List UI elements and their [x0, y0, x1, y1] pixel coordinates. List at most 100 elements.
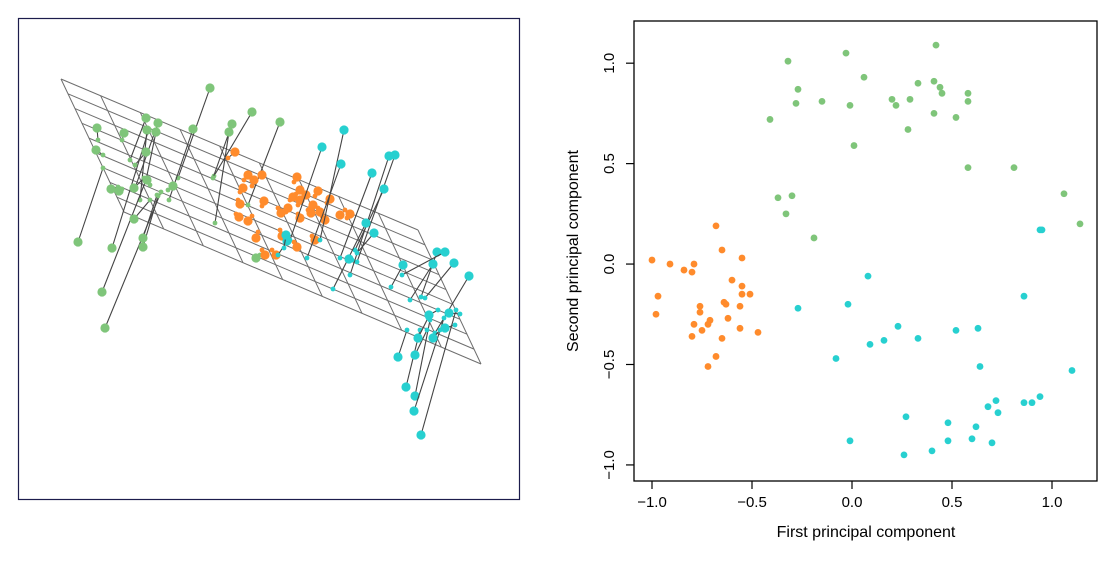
- data-point: [846, 437, 854, 445]
- observation-point-cyan: [440, 323, 450, 333]
- observation-point-orange: [345, 209, 355, 219]
- data-point: [696, 308, 704, 316]
- observation-point-orange: [283, 203, 293, 213]
- data-point: [964, 164, 972, 172]
- plane-projection-point: [407, 297, 413, 303]
- data-point: [846, 101, 854, 109]
- plane-projection-point: [337, 255, 343, 261]
- observation-point-cyan: [401, 382, 411, 392]
- plane-grid-line: [60, 78, 419, 231]
- observation-point-green: [275, 117, 285, 127]
- plane-projection-point: [132, 162, 138, 168]
- observation-point-cyan: [409, 406, 419, 416]
- data-point: [894, 322, 902, 330]
- data-point: [1010, 164, 1018, 172]
- data-point: [892, 101, 900, 109]
- observation-point-orange: [238, 183, 248, 193]
- observation-point-green: [129, 214, 139, 224]
- plane-projection-point: [245, 202, 251, 208]
- data-point: [1076, 220, 1084, 228]
- data-point: [866, 341, 874, 348]
- projection-line: [214, 131, 230, 224]
- observation-point-green: [141, 147, 151, 157]
- plane-projection-point: [119, 137, 125, 143]
- plane-projection-point: [147, 197, 153, 203]
- observation-point-orange: [295, 195, 305, 205]
- observation-point-cyan: [344, 254, 354, 264]
- plane-projection-point: [399, 272, 405, 278]
- data-point: [736, 302, 744, 310]
- plane-projection-point: [269, 247, 275, 253]
- plane-projection-point: [354, 250, 360, 256]
- plane-grid-line: [377, 213, 442, 348]
- plane-projection-point: [435, 307, 441, 313]
- plane-projection-point: [418, 294, 424, 300]
- projection-line: [401, 251, 446, 276]
- data-point: [988, 439, 996, 447]
- x-tick-label: 0.0: [842, 494, 863, 511]
- observation-point-green: [138, 233, 148, 243]
- plane-projection-point: [457, 311, 463, 317]
- data-point: [704, 363, 712, 370]
- observation-point-orange: [234, 212, 244, 222]
- observation-point-cyan: [367, 168, 377, 178]
- observation-point-green: [114, 186, 124, 196]
- projection-line: [414, 329, 428, 356]
- plane-projection-point: [95, 137, 101, 143]
- data-point: [1060, 190, 1068, 198]
- plane-grid-line: [219, 145, 284, 280]
- observation-point-orange: [320, 215, 330, 225]
- projection-line: [319, 129, 345, 241]
- data-point: [902, 413, 910, 421]
- observation-point-green: [106, 184, 116, 194]
- data-point: [914, 79, 922, 87]
- data-point: [1068, 367, 1076, 374]
- observation-point-cyan: [432, 247, 442, 257]
- data-point: [944, 419, 952, 427]
- plane-projection-point: [281, 245, 287, 251]
- x-tick-label: 0.5: [942, 494, 963, 511]
- plane-grid-line: [417, 229, 482, 365]
- data-point: [888, 95, 896, 103]
- projection-line: [413, 317, 445, 412]
- data-point: [766, 116, 774, 123]
- observation-point-green: [227, 119, 237, 129]
- observation-point-orange: [259, 196, 269, 206]
- observation-point-green: [224, 127, 234, 137]
- projection-line: [424, 262, 455, 299]
- plane-projection-point: [347, 272, 353, 278]
- plane-projection-point: [100, 152, 106, 158]
- data-point: [968, 435, 976, 443]
- observation-point-green: [251, 253, 261, 263]
- observation-point-cyan: [317, 142, 327, 152]
- data-point: [774, 194, 782, 202]
- projection-line: [356, 154, 396, 263]
- data-point: [810, 234, 818, 242]
- data-point: [784, 57, 792, 65]
- observation-point-cyan: [393, 352, 403, 362]
- data-point: [712, 353, 720, 360]
- data-point: [1028, 399, 1036, 407]
- data-point: [704, 320, 712, 328]
- plane-projection-point: [354, 259, 360, 265]
- data-point: [712, 222, 720, 230]
- plane-projection-point: [404, 327, 410, 333]
- observation-point-cyan: [416, 430, 426, 440]
- plane-projection-point: [225, 155, 231, 161]
- data-point: [904, 126, 912, 133]
- data-point: [666, 260, 674, 268]
- plane-projection-point: [165, 187, 171, 193]
- projection-line: [397, 329, 408, 358]
- observation-point-orange: [335, 210, 345, 220]
- data-point: [688, 332, 696, 340]
- data-point: [972, 423, 980, 431]
- plane-projection-point: [424, 327, 430, 333]
- observation-point-orange: [257, 170, 267, 180]
- data-point: [654, 292, 662, 300]
- plane-projection-point: [422, 295, 428, 301]
- data-point: [900, 451, 908, 459]
- projection-line: [409, 263, 434, 301]
- observation-point-green: [247, 107, 257, 117]
- plane-projection-point: [127, 157, 133, 163]
- x-tick-label: −0.5: [737, 494, 767, 511]
